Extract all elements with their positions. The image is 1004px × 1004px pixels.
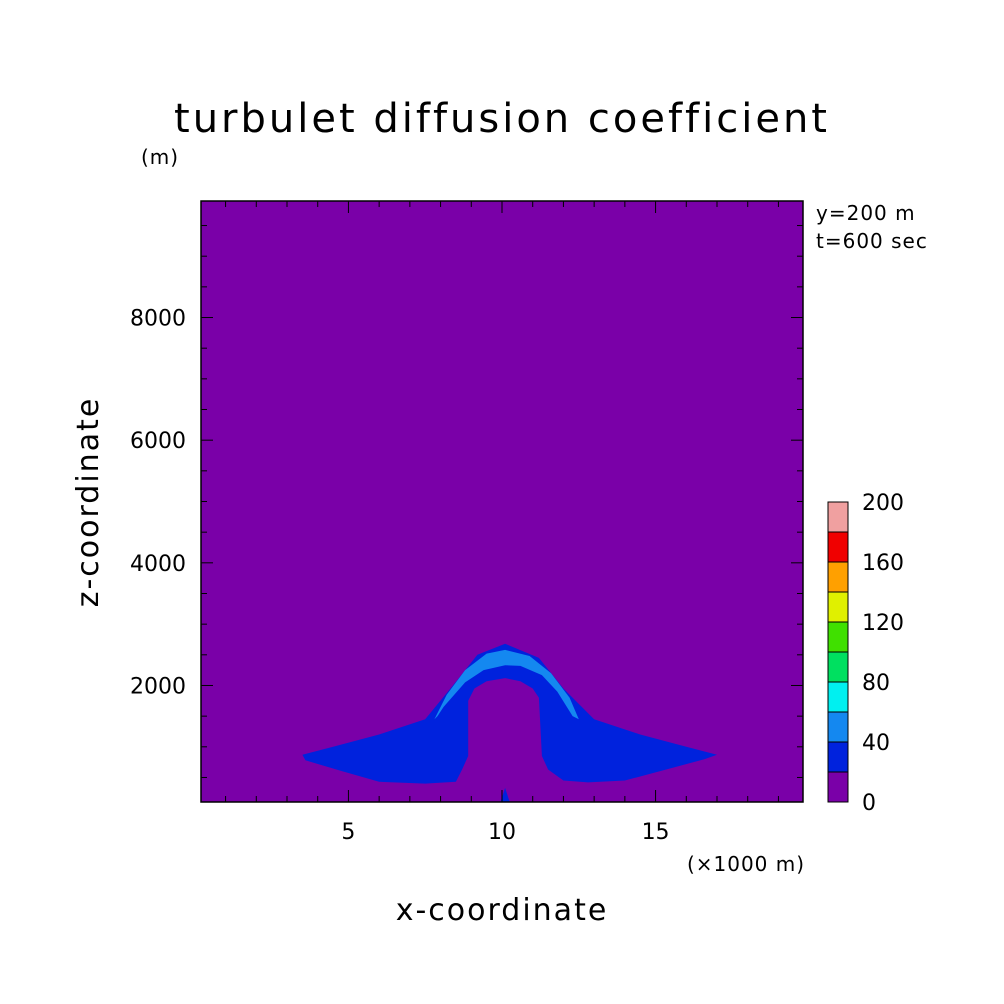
- contour-layer: [302, 643, 717, 802]
- x-unit-label: (×1000 m): [687, 852, 805, 876]
- y-tick-label: 2000: [130, 674, 186, 699]
- annotation-t: t=600 sec: [816, 229, 928, 253]
- colorbar-segment: [827, 771, 849, 803]
- colorbar-tick-label: 40: [862, 731, 890, 756]
- chart-title: turbulet diffusion coefficient: [174, 96, 830, 142]
- colorbar-segment: [827, 621, 849, 653]
- colorbar-segment: [827, 711, 849, 743]
- y-axis-label: z-coordinate: [71, 397, 106, 608]
- colorbar-segment: [827, 651, 849, 683]
- contour-region-1: [302, 643, 717, 784]
- colorbar-tick-label: 0: [862, 791, 876, 816]
- contour-region-2: [434, 649, 579, 720]
- colorbar-tick-label: 200: [862, 491, 904, 516]
- y-tick-labels: 2000 4000 6000 8000: [130, 307, 186, 700]
- colorbar-segment: [827, 561, 849, 593]
- colorbar-segment: [827, 681, 849, 713]
- y-unit-label: (m): [141, 145, 179, 169]
- y-tick-label: 6000: [130, 429, 186, 454]
- contour-region-3: [500, 787, 510, 802]
- plot-frame: [200, 200, 804, 803]
- contour-background: [201, 201, 803, 802]
- x-tick-label: 15: [642, 820, 670, 845]
- x-tick-labels: 5 10 15: [341, 820, 669, 845]
- colorbar-tick-label: 80: [862, 671, 890, 696]
- plot-area: [200, 200, 804, 803]
- colorbar-tick-label: 160: [862, 551, 904, 576]
- tick-marks: [201, 201, 803, 802]
- colorbar-segment: [827, 741, 849, 773]
- annotation-y: y=200 m: [816, 201, 916, 225]
- colorbar-tick-label: 120: [862, 611, 904, 636]
- colorbar-labels: 0 40 80 120 160 200: [862, 491, 904, 816]
- y-tick-label: 8000: [130, 307, 186, 332]
- colorbar-segment: [827, 501, 849, 533]
- y-tick-label: 4000: [130, 552, 186, 577]
- x-axis-label: x-coordinate: [396, 893, 609, 928]
- x-tick-label: 10: [488, 820, 516, 845]
- colorbar: [827, 501, 849, 803]
- colorbar-segment: [827, 591, 849, 623]
- colorbar-segment: [827, 531, 849, 563]
- x-tick-label: 5: [341, 820, 355, 845]
